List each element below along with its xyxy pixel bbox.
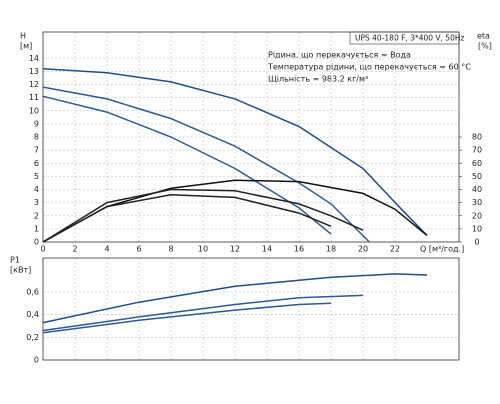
header: UPS 40-180 F, 3*400 V, 50Hz bbox=[355, 34, 464, 43]
y2-tick-label: 70 bbox=[472, 146, 482, 155]
y-tick-label: 0,2 bbox=[26, 333, 39, 342]
x-tick-label: 6 bbox=[136, 245, 141, 254]
x-tick-label: 10 bbox=[198, 245, 208, 254]
curve bbox=[42, 302, 332, 334]
curve bbox=[42, 95, 332, 235]
note: Щільність = 983.2 кг/м³ bbox=[268, 75, 368, 84]
curve bbox=[42, 179, 428, 243]
y2-tick-label: 50 bbox=[472, 172, 482, 181]
curve bbox=[42, 188, 364, 243]
x-tick-label: 18 bbox=[326, 245, 336, 254]
y-tick-label: 6 bbox=[34, 159, 39, 168]
curve bbox=[42, 273, 428, 324]
y-unit: [м] bbox=[20, 42, 32, 51]
x-tick-label: 0 bbox=[40, 245, 45, 254]
x-tick-label: 20 bbox=[358, 245, 368, 254]
y-tick-label: 12 bbox=[29, 80, 39, 89]
y2-tick-label: 10 bbox=[472, 224, 482, 233]
y-unit: [кВт] bbox=[10, 266, 31, 275]
y-tick-label: 14 bbox=[29, 54, 39, 63]
curve bbox=[42, 86, 370, 243]
plot-frame bbox=[42, 31, 460, 243]
y-tick-label: 2 bbox=[34, 211, 39, 220]
x-tick-label: 22 bbox=[390, 245, 400, 254]
y-tick-label: 7 bbox=[34, 146, 39, 155]
y2-tick-label: 60 bbox=[472, 159, 482, 168]
y2-tick-label: 0 bbox=[474, 238, 479, 247]
y-tick-label: 9 bbox=[34, 119, 39, 128]
x-label: Q [м³/год.] bbox=[420, 245, 464, 254]
y2-tick-label: 80 bbox=[472, 133, 482, 142]
y-tick-label: 10 bbox=[29, 106, 39, 115]
note: Температура рідини, що перекачується = 6… bbox=[267, 63, 471, 72]
y2-label: eta bbox=[477, 32, 490, 41]
y-tick-label: 3 bbox=[34, 198, 39, 207]
y-tick-label: 4 bbox=[34, 185, 39, 194]
y-tick-label: 0,6 bbox=[26, 288, 39, 297]
curve bbox=[42, 194, 332, 243]
y-tick-label: 13 bbox=[29, 67, 39, 76]
y-label: H bbox=[20, 32, 26, 41]
y-tick-label: 5 bbox=[34, 172, 39, 181]
y2-tick-label: 20 bbox=[472, 211, 482, 220]
y2-unit: [%] bbox=[478, 42, 492, 51]
y-tick-label: 1 bbox=[34, 224, 39, 233]
curve bbox=[42, 294, 364, 332]
x-tick-label: 2 bbox=[72, 245, 77, 254]
x-tick-label: 16 bbox=[294, 245, 304, 254]
note: Рідина, що перекачується = Вода bbox=[268, 51, 411, 60]
x-tick-label: 4 bbox=[104, 245, 109, 254]
y2-tick-label: 30 bbox=[472, 198, 482, 207]
y-label: P1 bbox=[10, 256, 20, 265]
plot-frame bbox=[42, 257, 460, 361]
y-tick-label: 0,4 bbox=[26, 310, 39, 319]
x-tick-label: 14 bbox=[262, 245, 272, 254]
x-tick-label: 8 bbox=[168, 245, 173, 254]
y-tick-label: 11 bbox=[29, 93, 39, 102]
y-tick-label: 8 bbox=[34, 133, 39, 142]
y2-tick-label: 40 bbox=[472, 185, 482, 194]
y-tick-label: 0 bbox=[34, 356, 39, 365]
y-tick-label: 0 bbox=[34, 238, 39, 247]
curve bbox=[42, 68, 428, 236]
x-tick-label: 12 bbox=[230, 245, 240, 254]
